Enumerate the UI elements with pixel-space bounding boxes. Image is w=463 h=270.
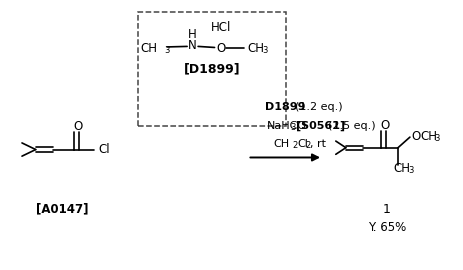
Text: NaHCO: NaHCO (267, 121, 307, 131)
Text: Y. 65%: Y. 65% (368, 221, 406, 234)
Text: CH: CH (140, 42, 157, 55)
Text: 3: 3 (290, 123, 295, 132)
Text: D1899: D1899 (265, 102, 306, 112)
Text: , rt: , rt (310, 139, 326, 149)
Text: Cl: Cl (99, 143, 110, 156)
Text: [D1899]: [D1899] (184, 63, 241, 76)
Text: (1.2 eq.): (1.2 eq.) (294, 102, 342, 112)
Text: O: O (74, 120, 83, 133)
Text: [A0147]: [A0147] (36, 202, 88, 215)
Text: CH: CH (248, 42, 264, 55)
Text: Cl: Cl (297, 139, 308, 149)
Text: 3: 3 (164, 46, 169, 55)
Text: O: O (412, 130, 421, 143)
Text: 2: 2 (306, 141, 311, 150)
Text: CH: CH (420, 130, 437, 143)
Text: H: H (188, 28, 197, 41)
Text: O: O (381, 119, 390, 132)
Text: 3: 3 (435, 134, 440, 143)
Text: CH: CH (274, 139, 290, 149)
Text: (2.5 eq.): (2.5 eq.) (328, 121, 376, 131)
Text: 1: 1 (383, 203, 391, 216)
Text: 2: 2 (293, 141, 298, 150)
Text: 3: 3 (263, 46, 268, 55)
Text: [S0561]: [S0561] (296, 121, 345, 131)
Text: 3: 3 (408, 166, 413, 175)
Text: HCl: HCl (211, 21, 232, 34)
Text: CH: CH (394, 161, 410, 175)
Text: O: O (216, 42, 225, 55)
Text: N: N (188, 39, 197, 52)
